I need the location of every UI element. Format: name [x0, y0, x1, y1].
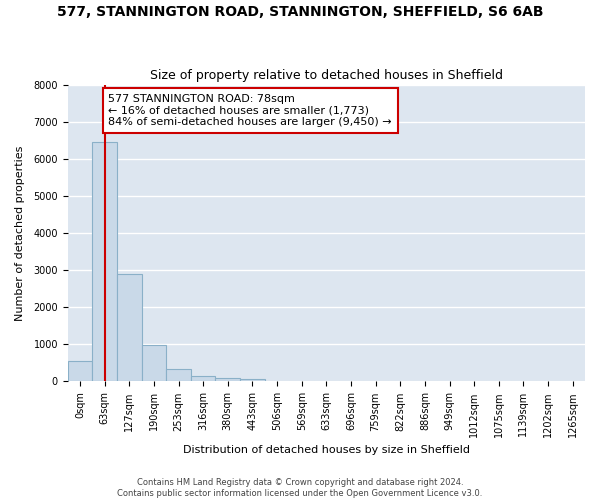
- Text: 577, STANNINGTON ROAD, STANNINGTON, SHEFFIELD, S6 6AB: 577, STANNINGTON ROAD, STANNINGTON, SHEF…: [57, 5, 543, 19]
- Bar: [68, 361, 92, 382]
- Bar: [117, 274, 142, 382]
- Bar: [240, 379, 265, 382]
- Bar: [92, 142, 117, 382]
- Bar: [191, 376, 215, 382]
- Title: Size of property relative to detached houses in Sheffield: Size of property relative to detached ho…: [150, 69, 503, 82]
- Text: 577 STANNINGTON ROAD: 78sqm
← 16% of detached houses are smaller (1,773)
84% of : 577 STANNINGTON ROAD: 78sqm ← 16% of det…: [109, 94, 392, 127]
- Bar: [215, 378, 240, 382]
- X-axis label: Distribution of detached houses by size in Sheffield: Distribution of detached houses by size …: [183, 445, 470, 455]
- Bar: [142, 346, 166, 382]
- Text: Contains HM Land Registry data © Crown copyright and database right 2024.
Contai: Contains HM Land Registry data © Crown c…: [118, 478, 482, 498]
- Y-axis label: Number of detached properties: Number of detached properties: [15, 146, 25, 320]
- Bar: [166, 369, 191, 382]
